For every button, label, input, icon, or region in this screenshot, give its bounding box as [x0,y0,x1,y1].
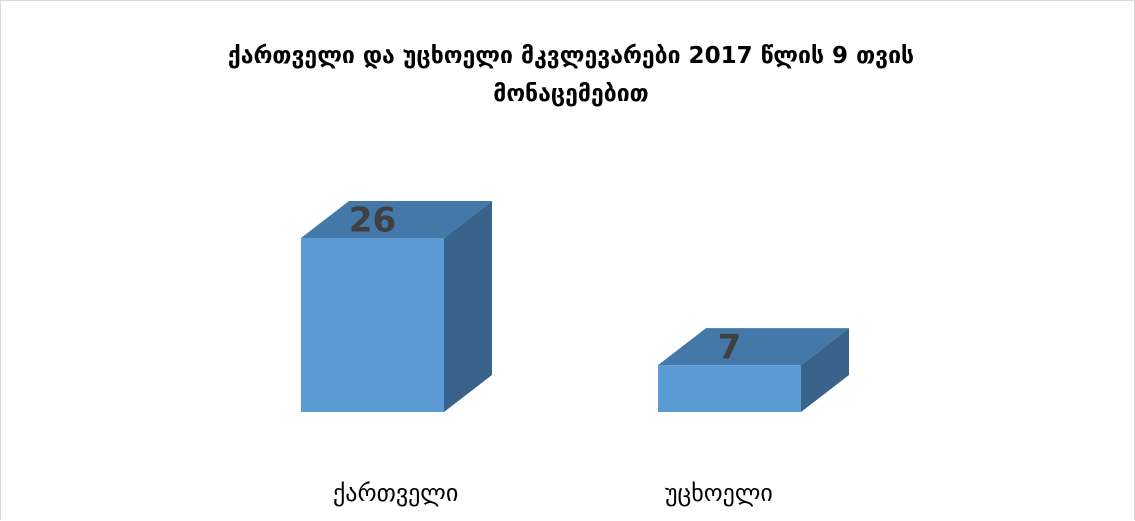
data-label-1: 26 [349,201,396,241]
chart-title: ქართველი და უცხოელი მკვლევარები 2017 წლი… [227,43,915,107]
bar-front-face [301,238,444,412]
bar-side-face [801,328,849,412]
bar-side-face [444,201,492,412]
category-label-1: ქართველი [333,479,458,507]
bar-top-face [301,201,492,238]
bar-2 [658,328,849,412]
bar-front-face [658,365,801,412]
bar-1 [301,201,492,412]
bar-top-face [658,328,849,366]
category-label-2: უცხოელი [665,479,773,507]
data-label-2: 7 [718,328,742,368]
